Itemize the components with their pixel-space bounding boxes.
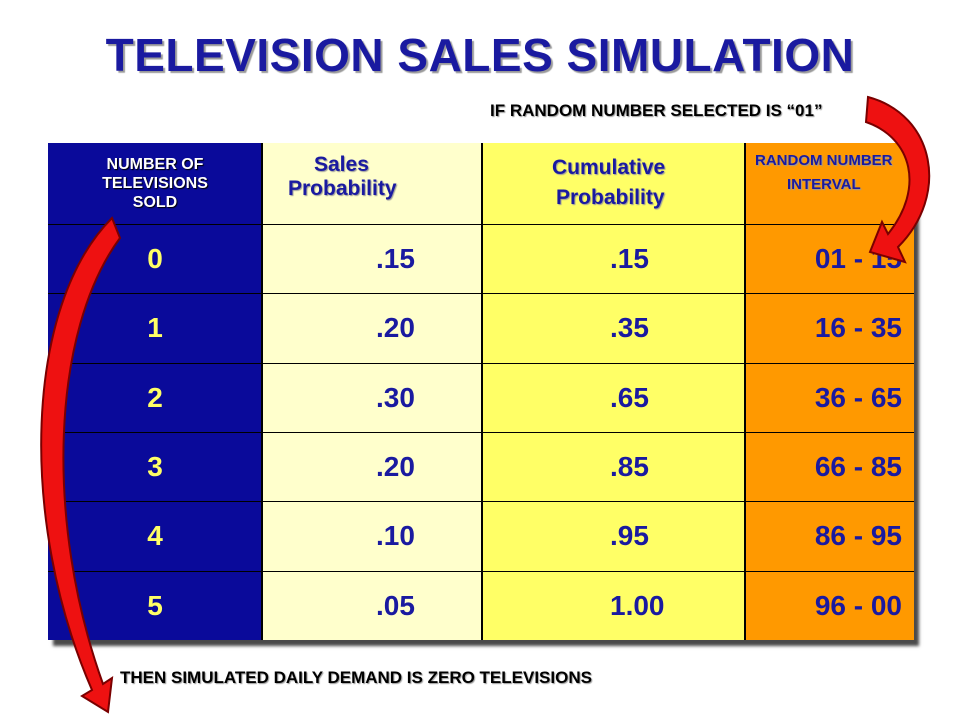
cell-sales-probability: .15	[376, 242, 415, 274]
header-line: TELEVISIONS	[102, 175, 208, 192]
cell-number-sold: 3	[147, 450, 163, 482]
cell-cumulative-probability: .85	[610, 450, 649, 482]
header-sales-probability: Sales Probability	[262, 143, 482, 224]
cell-number-sold: 1	[147, 311, 163, 343]
cell-cumulative-probability: .65	[610, 381, 649, 413]
cell-number-sold: 0	[147, 242, 163, 274]
column-cumulative-probability	[482, 143, 745, 640]
header-line: Probability	[556, 186, 665, 209]
cell-sales-probability: .10	[376, 519, 415, 551]
cell-sales-probability: .30	[376, 381, 415, 413]
note-random-number: IF RANDOM NUMBER SELECTED IS “01”	[490, 101, 823, 120]
cell-sales-probability: .20	[376, 450, 415, 482]
header-line: Sales	[314, 153, 369, 176]
header-line: Cumulative	[552, 156, 666, 179]
cell-sales-probability: .05	[376, 589, 415, 621]
cell-sales-probability: .20	[376, 311, 415, 343]
header-line: RANDOM NUMBER	[755, 152, 893, 169]
cell-random-interval: 16 - 35	[814, 311, 902, 343]
column-number-sold	[48, 143, 262, 640]
cell-random-interval: 36 - 65	[814, 381, 902, 413]
cell-cumulative-probability: .15	[610, 242, 649, 274]
header-cumulative-probability: Cumulative Probability	[482, 143, 745, 224]
column-divider	[261, 143, 263, 640]
curved-arrow-left-icon	[40, 216, 122, 714]
column-random-interval	[745, 143, 914, 640]
column-sales-probability	[262, 143, 482, 640]
header-line: NUMBER OF	[106, 156, 204, 173]
cell-number-sold: 2	[147, 381, 163, 413]
header-line: INTERVAL	[787, 176, 861, 193]
curved-arrow-right-icon	[864, 95, 931, 264]
column-divider	[744, 143, 746, 640]
note-simulated-demand: THEN SIMULATED DAILY DEMAND IS ZERO TELE…	[120, 668, 592, 687]
header-random-interval: RANDOM NUMBER INTERVAL	[745, 143, 914, 224]
header-number-sold: NUMBER OF TELEVISIONS SOLD	[48, 143, 262, 224]
cell-random-interval: 86 - 95	[814, 519, 902, 551]
cell-random-interval: 96 - 00	[814, 589, 902, 621]
simulation-table: NUMBER OF TELEVISIONS SOLD Sales Probabi…	[48, 143, 914, 640]
cell-number-sold: 4	[147, 519, 163, 551]
cell-number-sold: 5	[147, 589, 163, 621]
cell-cumulative-probability: .35	[610, 311, 649, 343]
column-divider	[481, 143, 483, 640]
header-line: SOLD	[132, 194, 178, 211]
cell-random-interval: 66 - 85	[814, 450, 902, 482]
page-title: TELEVISION SALES SIMULATION	[105, 29, 855, 81]
cell-cumulative-probability: .95	[610, 519, 649, 551]
header-line: Probability	[288, 177, 397, 200]
cell-cumulative-probability: 1.00	[610, 589, 665, 621]
